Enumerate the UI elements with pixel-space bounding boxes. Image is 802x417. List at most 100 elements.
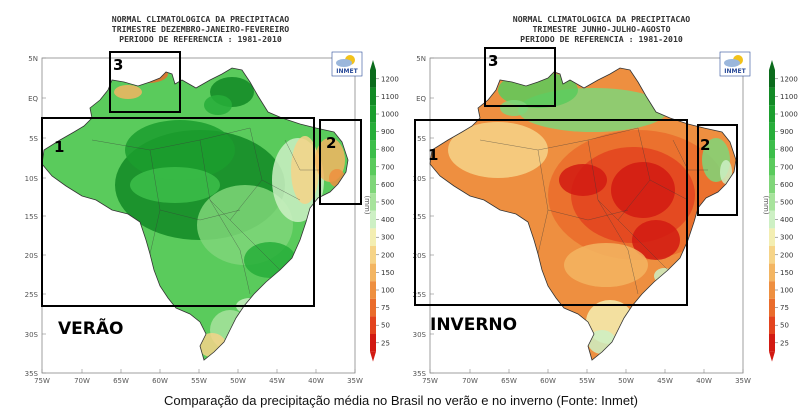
legend-swatch (370, 246, 376, 264)
lon-label-45w: 45W (269, 377, 285, 385)
region-label-1: 1 (54, 138, 64, 156)
lat-label-5s: 5S (29, 135, 38, 143)
legend-value-50: 50 (780, 322, 789, 330)
winter-map-panel: NORMAL CLIMATOLOGICA DA PRECIPITACAO TRI… (401, 0, 802, 392)
legend-swatch (370, 140, 376, 158)
precip-zone (564, 243, 648, 287)
lon-label-35w: 35W (347, 377, 363, 385)
lon-label-65w: 65W (113, 377, 129, 385)
legend-swatch (370, 281, 376, 299)
region-label-2: 2 (326, 134, 336, 152)
legend-swatch (370, 105, 376, 123)
region-box-2 (319, 119, 362, 205)
legend-value-75: 75 (381, 304, 390, 312)
lat-label-10s: 10S (25, 175, 39, 183)
lon-label-75w: 75W (34, 377, 50, 385)
lat-label-30s: 30S (413, 331, 427, 339)
season-label: INVERNO (430, 315, 517, 335)
legend-swatch (370, 298, 376, 317)
legend-value-1000: 1000 (780, 111, 798, 119)
precip-zone (500, 100, 528, 116)
lat-label-25s: 25S (25, 291, 39, 299)
legend-value-25: 25 (381, 339, 390, 347)
legend-swatch (370, 70, 376, 88)
season-label: VERÃO (58, 316, 123, 339)
lat-label-eq: EQ (416, 95, 426, 103)
legend-value-300: 300 (780, 234, 793, 242)
legend-value-1100: 1100 (780, 93, 798, 101)
legend-arrow-top (370, 60, 376, 70)
lon-label-55w: 55W (191, 377, 207, 385)
lat-label-10s: 10S (413, 175, 427, 183)
inmet-logo: INMET (719, 51, 751, 77)
map-title-line-2: TRIMESTRE DEZEMBRO-JANEIRO-FEVEREIRO (111, 24, 290, 34)
lat-label-20s: 20S (25, 252, 39, 260)
legend-value-200: 200 (381, 251, 394, 259)
legend-arrow-bottom (769, 351, 775, 362)
legend-value-400: 400 (780, 216, 793, 224)
state-border (229, 179, 263, 221)
legend-swatch (769, 316, 775, 334)
legend-swatch (769, 193, 775, 211)
legend-value-50: 50 (381, 322, 390, 330)
legend-unit: (mm) (363, 195, 371, 214)
legend-value-1200: 1200 (780, 75, 798, 83)
legend-value-400: 400 (381, 216, 394, 224)
lat-label-35s: 35S (25, 370, 39, 378)
lon-label-60w: 60W (152, 377, 168, 385)
legend-value-1200: 1200 (381, 75, 399, 83)
legend-value-100: 100 (381, 287, 394, 295)
legend-value-300: 300 (381, 234, 394, 242)
legend-swatch (769, 281, 775, 299)
cloud-icon (724, 59, 740, 67)
state-border (91, 127, 251, 151)
legend-swatch (370, 122, 376, 141)
state-border (537, 149, 629, 221)
precip-zone (204, 95, 232, 115)
legend-swatch (769, 228, 775, 246)
precip-zone (632, 220, 680, 260)
lon-label-55w: 55W (579, 377, 595, 385)
lon-label-45w: 45W (657, 377, 673, 385)
lon-label-75w: 75W (422, 377, 438, 385)
lat-label-30s: 30S (25, 331, 39, 339)
precip-zone (559, 164, 607, 196)
map-title-line-3: PERIODO DE REFERENCIA : 1981-2010 (119, 34, 282, 44)
lat-label-15s: 15S (25, 213, 39, 221)
precip-zone (114, 85, 142, 99)
legend-value-900: 900 (780, 128, 793, 136)
legend-arrow-top (769, 60, 775, 70)
region-box-1 (414, 119, 688, 306)
legend-arrow-bottom (370, 351, 376, 362)
legend-swatch (370, 334, 376, 352)
lat-label-20s: 20S (413, 252, 427, 260)
legend-value-150: 150 (381, 269, 394, 277)
legend-value-1000: 1000 (381, 111, 399, 119)
legend-value-700: 700 (780, 163, 793, 171)
legend-swatch (769, 298, 775, 317)
precip-zone (448, 122, 548, 178)
map-title-line-1: NORMAL CLIMATOLOGICA DA PRECIPITACAO (111, 14, 290, 24)
legend-value-200: 200 (780, 251, 793, 259)
legend-value-800: 800 (780, 146, 793, 154)
region-box-2 (697, 124, 738, 216)
lat-label-15s: 15S (413, 213, 427, 221)
cloud-icon (336, 59, 352, 67)
legend-value-500: 500 (381, 199, 394, 207)
legend-value-25: 25 (780, 339, 789, 347)
lat-label-25s: 25S (413, 291, 427, 299)
lat-label-5s: 5S (417, 135, 426, 143)
legend-swatch (370, 263, 376, 282)
precip-legend: 1200 1100 1000 900 800 700 600 500 400 300 200 150 1… (363, 60, 399, 362)
legend-swatch (769, 70, 775, 88)
legend-unit: (mm) (762, 195, 770, 214)
lon-label-40w: 40W (308, 377, 324, 385)
lat-label-35s: 35S (413, 370, 427, 378)
region-label-2: 2 (700, 136, 710, 154)
legend-value-600: 600 (381, 181, 394, 189)
lat-label-eq: EQ (28, 95, 38, 103)
precip-zone (720, 160, 732, 184)
